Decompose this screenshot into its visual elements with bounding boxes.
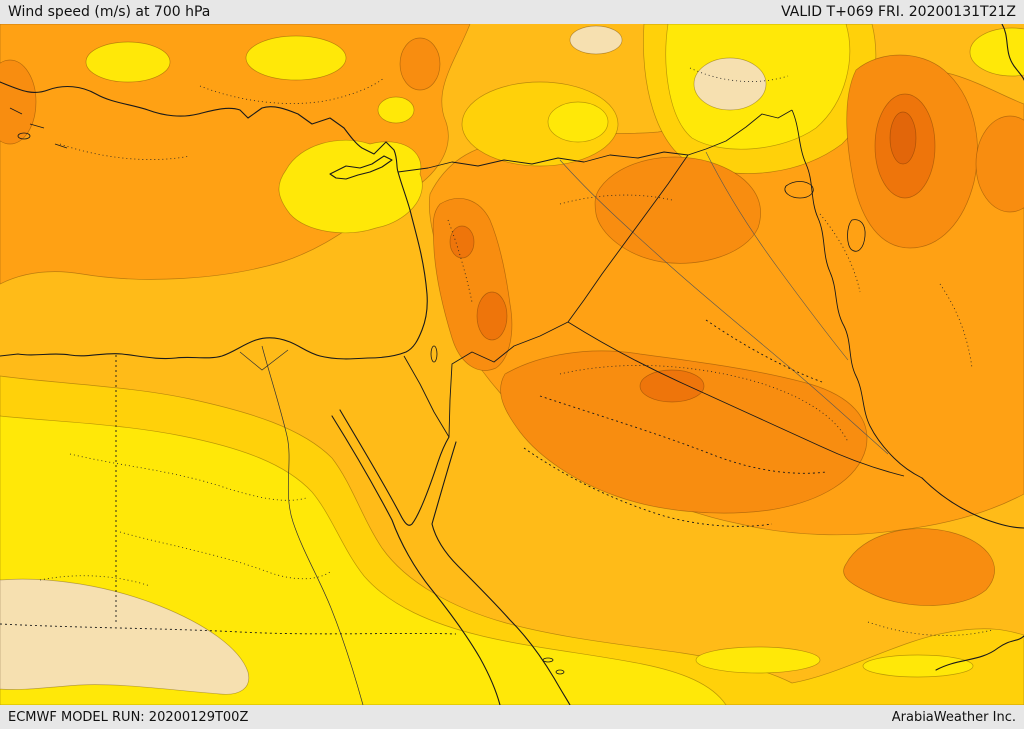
mediterranean-coast xyxy=(0,81,428,360)
jordan-saudi-border xyxy=(448,321,569,438)
gulf-coast-bottom-right xyxy=(935,635,1024,671)
wind-region-north-syria-deep xyxy=(594,156,761,264)
map-title: Wind speed (m/s) at 700 hPa xyxy=(8,4,211,20)
turkey-syria-border xyxy=(397,109,793,173)
wind-region-turkey-yellow-2 xyxy=(245,35,347,81)
wind-region-right-edge-deep xyxy=(975,115,1024,213)
provider-credit: ArabiaWeather Inc. xyxy=(891,709,1016,725)
saudi-dotted-line-1 xyxy=(539,395,827,474)
nile-delta xyxy=(239,349,289,371)
egypt-sudan-border xyxy=(0,623,457,635)
wind-speed-map xyxy=(0,24,1024,705)
syria-iraq-border xyxy=(567,154,689,323)
country-borders xyxy=(0,109,923,635)
euphrates-river xyxy=(559,159,889,455)
map-footer: ECMWF MODEL RUN: 20200129T00Z ArabiaWeat… xyxy=(0,705,1024,729)
map-header: Wind speed (m/s) at 700 hPa VALID T+069 … xyxy=(0,0,1024,24)
rivers xyxy=(239,151,889,705)
red-sea-island-2 xyxy=(555,669,565,675)
wind-region-aegean-deep-spot xyxy=(0,59,37,145)
wind-region-levant-dark-1 xyxy=(449,225,475,259)
dead-sea-outline xyxy=(430,345,438,363)
red-sea-island-1 xyxy=(542,657,554,663)
wind-region-saudi-dark-core xyxy=(639,369,705,403)
wind-speed-map-canvas xyxy=(0,24,1024,705)
wind-region-topcorner-yellow xyxy=(969,27,1024,77)
wind-region-north-saudi-deep xyxy=(500,350,868,514)
wind-region-levant-dark-2 xyxy=(476,291,508,341)
wind-region-turkey-yellow-1 xyxy=(85,41,171,83)
map-validity: VALID T+069 FRI. 20200131T21Z xyxy=(781,4,1016,20)
wind-region-bottomright-deep xyxy=(843,528,995,606)
iraq-iran-border xyxy=(791,109,923,479)
gulf-of-aqaba-red-sea-east-coast xyxy=(431,441,571,705)
caspian-corner-coast xyxy=(1001,24,1024,81)
saudi-dotted-line-2 xyxy=(523,447,773,527)
iraq-saudi-border xyxy=(567,321,905,477)
aegean-islands xyxy=(9,107,68,149)
wind-region-nw-iran-core xyxy=(889,111,917,165)
wind-region-sw-cream xyxy=(0,578,250,695)
cyprus-island-outline xyxy=(329,155,393,180)
wind-region-top-cream xyxy=(569,25,623,55)
gulf-of-suez-red-sea-west-coast xyxy=(331,415,501,705)
persian-gulf-coast xyxy=(921,477,1024,529)
lake-urmia-outline xyxy=(847,219,866,252)
model-run-label: ECMWF MODEL RUN: 20200129T00Z xyxy=(8,709,249,725)
nile-river xyxy=(261,345,364,705)
tigris-river xyxy=(705,151,849,361)
dotted-contours xyxy=(39,67,993,636)
coastlines xyxy=(0,24,1024,705)
wind-region-bottom-yellow-1 xyxy=(695,646,821,674)
aegean-island-outline xyxy=(17,132,31,140)
egypt-israel-border xyxy=(403,355,450,438)
wind-region-turkey-yellow-4 xyxy=(377,96,415,124)
lake-van-outline xyxy=(784,181,814,199)
iraq-dotted-line xyxy=(705,319,823,383)
sinai-peninsula-coast xyxy=(339,409,450,526)
wind-region-bottom-yellow-2 xyxy=(862,654,974,678)
wind-region-topright-cream xyxy=(693,57,767,111)
wind-region-turkey-deep-spot xyxy=(399,37,441,91)
wind-region-turkey-yellow-3 xyxy=(547,101,609,143)
